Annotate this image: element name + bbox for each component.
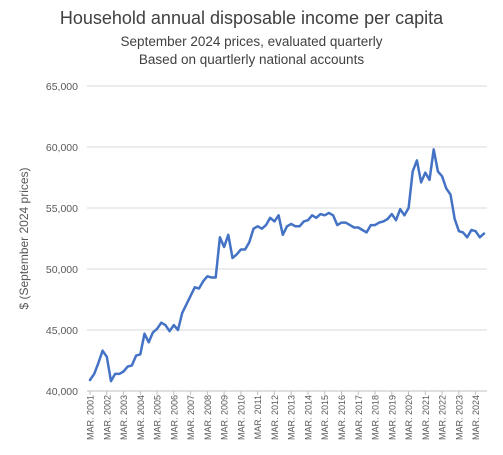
- y-tick-label: 55,000: [46, 203, 78, 215]
- x-tick-label: MAR. 2001: [86, 395, 96, 440]
- x-tick-label: MAR. 2023: [454, 395, 464, 440]
- x-tick-label: MAR. 2019: [387, 395, 397, 440]
- x-tick-label: MAR. 2011: [253, 395, 263, 439]
- x-tick-label: MAR. 2007: [186, 395, 196, 440]
- x-tick-label: MAR. 2022: [438, 395, 448, 440]
- series-line: [88, 148, 486, 383]
- x-tick-label: MAR. 2003: [119, 395, 129, 440]
- x-tick-label: MAR. 2008: [203, 395, 213, 440]
- x-tick-label: MAR. 2024: [471, 395, 481, 440]
- x-tick-label: MAR. 2009: [220, 395, 230, 440]
- chart-title: Household annual disposable income per c…: [59, 8, 444, 28]
- x-tick-label: MAR. 2012: [270, 395, 280, 440]
- y-tick-label: 60,000: [46, 142, 78, 154]
- x-tick-label: MAR. 2006: [169, 395, 179, 440]
- x-tick-label: MAR. 2021: [421, 395, 431, 440]
- x-tick-label: MAR. 2016: [337, 395, 347, 440]
- x-tick-label: MAR. 2004: [136, 395, 146, 440]
- x-tick-label: MAR. 2013: [287, 395, 297, 440]
- x-tick-label: MAR. 2014: [303, 395, 313, 440]
- x-tick-label: MAR. 2002: [102, 395, 112, 440]
- y-tick-label: 65,000: [46, 81, 78, 93]
- y-tick-label: 40,000: [46, 386, 78, 398]
- x-tick-label: MAR. 2005: [153, 395, 163, 440]
- chart-subtitle-2: Based on quartlerly national accounts: [138, 52, 365, 67]
- y-axis-label: $ (September 2024 prices): [17, 167, 31, 309]
- x-tick-label: MAR. 2010: [236, 395, 246, 440]
- x-tick-label: MAR. 2018: [371, 395, 381, 440]
- chart-subtitle-1: September 2024 prices, evaluated quarter…: [120, 34, 383, 49]
- x-tick-label: MAR. 2017: [354, 395, 364, 440]
- y-tick-label: 50,000: [46, 264, 78, 276]
- x-tick-label: MAR. 2020: [404, 395, 414, 440]
- y-tick-label: 45,000: [46, 325, 78, 337]
- x-tick-label: MAR. 2015: [320, 395, 330, 440]
